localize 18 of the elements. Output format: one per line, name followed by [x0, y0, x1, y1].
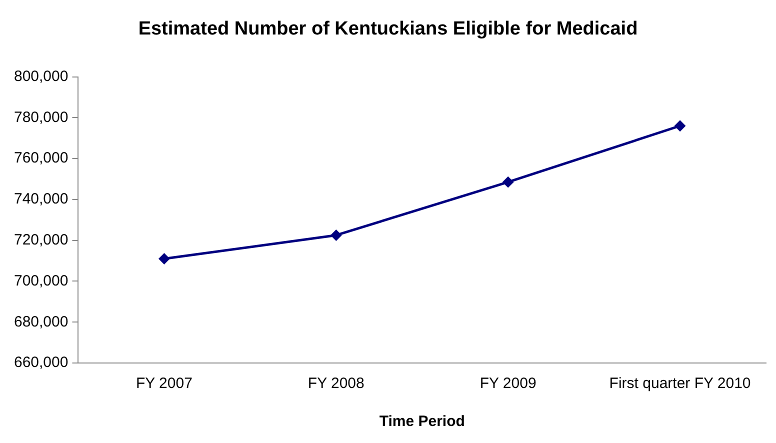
- y-tick-label: 800,000: [14, 68, 68, 85]
- y-tick-label: 780,000: [14, 108, 68, 126]
- y-tick-label: 740,000: [14, 190, 68, 208]
- y-tick-label: 660,000: [14, 354, 68, 372]
- point: [502, 176, 514, 188]
- point: [330, 230, 342, 241]
- chart-title: Estimated Number of Kentuckians Eligible for Medicaid: [138, 18, 638, 40]
- x-tick-label: First quarter FY 2010: [609, 375, 751, 392]
- point: [158, 253, 170, 264]
- point: [674, 120, 686, 132]
- x-tick-label: FY 2008: [308, 375, 364, 392]
- y-tick-label: 700,000: [14, 272, 68, 290]
- x-tick-label: FY 2009: [480, 375, 536, 392]
- x-tick-label: FY 2007: [136, 375, 192, 392]
- x-axis-title: Time Period: [379, 413, 465, 430]
- y-tick-label: 760,000: [14, 150, 68, 167]
- y-tick-label: 720,000: [14, 231, 68, 248]
- y-tick-label: 680,000: [14, 313, 68, 330]
